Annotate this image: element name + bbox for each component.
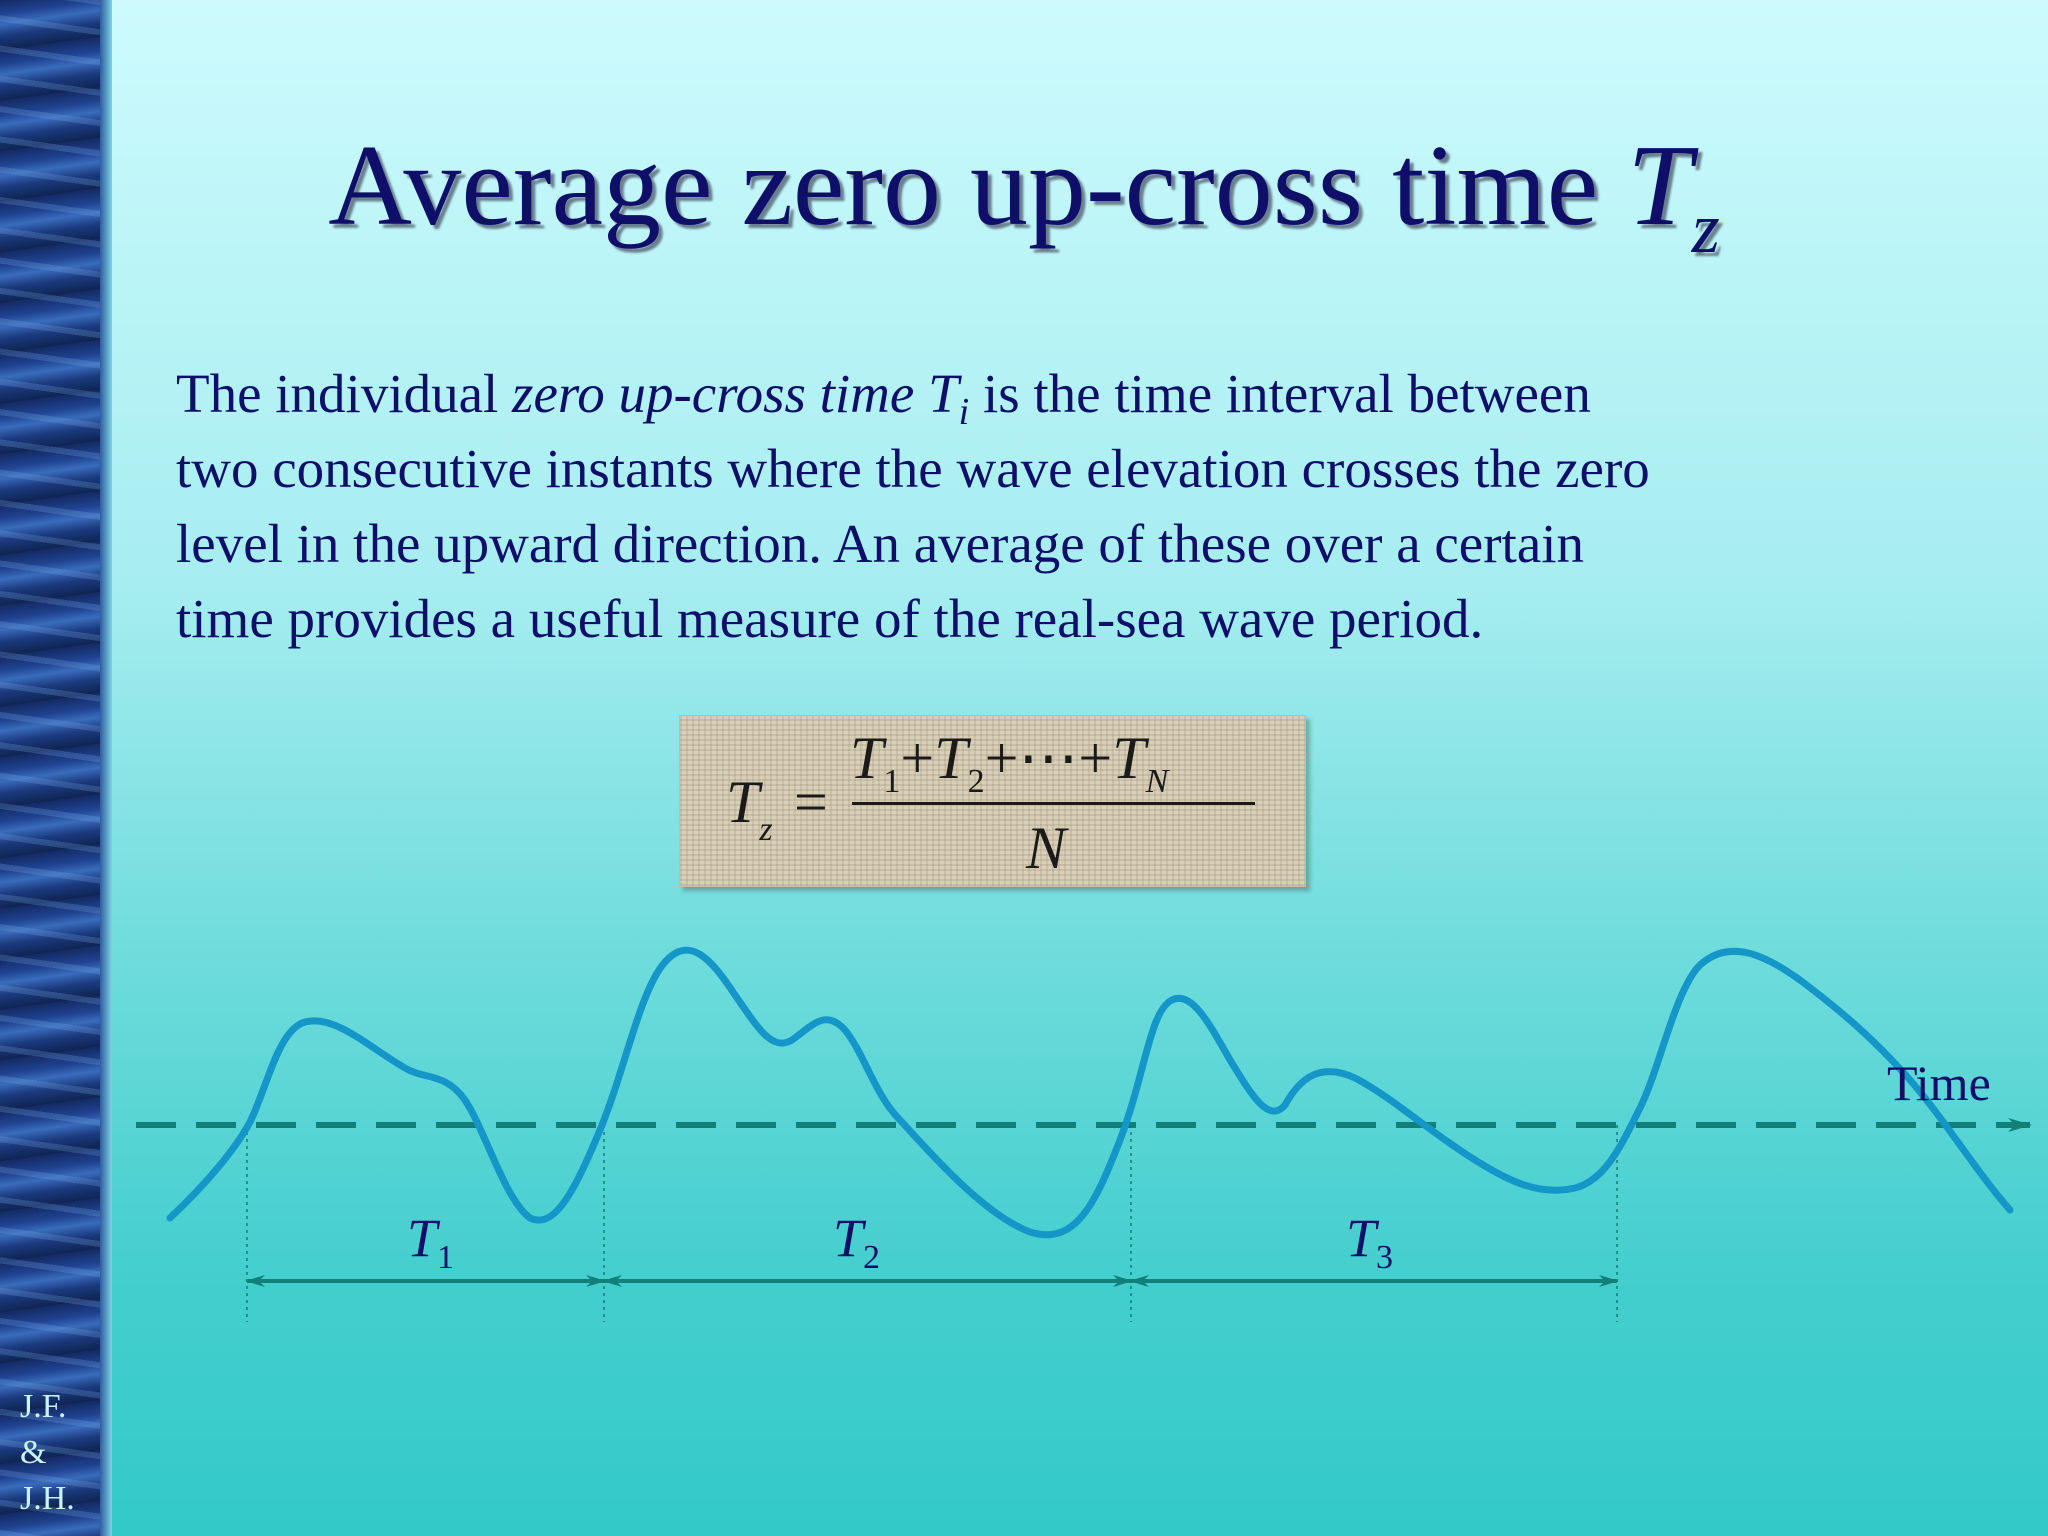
- wave-elevation-curve: [166, 946, 2014, 1239]
- line1-start: The individual: [176, 363, 513, 424]
- num-t2: T: [934, 725, 968, 791]
- formula-lhs-subscript: z: [759, 811, 773, 848]
- line1-italic-term: zero up-cross time T: [512, 363, 959, 424]
- water-texture-strip: [0, 0, 100, 1536]
- interval-label-2: T2: [833, 1208, 880, 1276]
- time-axis-label: Time: [1887, 1055, 1991, 1111]
- num-s1: 1: [883, 763, 901, 800]
- num-plus2: +⋯+: [984, 725, 1113, 791]
- author-credit: J.F. & J.H.: [20, 1384, 90, 1522]
- num-tn: T: [1112, 725, 1146, 791]
- crossing-guides: [246, 1125, 1618, 1322]
- paragraph-line-4: time provides a useful measure of the re…: [176, 588, 1484, 649]
- title-symbol: T: [1627, 122, 1692, 250]
- paragraph-line-1: The individual zero up-cross time Ti is …: [176, 356, 1936, 431]
- credit-line-2: &: [20, 1434, 47, 1471]
- interval-2-symbol: T: [833, 1208, 867, 1268]
- formula-lhs-symbol: T: [726, 769, 760, 835]
- paragraph-line-3: level in the upward direction. An averag…: [176, 513, 1585, 574]
- num-plus1: +: [900, 725, 935, 791]
- num-t1: T: [850, 725, 884, 791]
- formula-equals: =: [794, 769, 828, 835]
- interval-1-sub: 1: [437, 1239, 454, 1276]
- num-sn: N: [1145, 763, 1169, 800]
- interval-1-symbol: T: [407, 1208, 441, 1268]
- line1-subscript: i: [958, 391, 970, 433]
- formula-lhs: Tz: [726, 769, 773, 847]
- credit-line-1: J.F.: [20, 1388, 67, 1425]
- interval-3-symbol: T: [1346, 1208, 1380, 1268]
- line1-end: is the time interval between: [969, 363, 1591, 424]
- credit-line-3: J.H.: [20, 1480, 75, 1517]
- title-subscript: z: [1691, 188, 1720, 268]
- interval-label-3: T3: [1346, 1208, 1393, 1276]
- definition-paragraph: The individual zero up-cross time Ti is …: [176, 356, 1936, 656]
- fraction-bar: [852, 802, 1255, 805]
- slide-title: Average zero up-cross time Tz: [0, 128, 2048, 264]
- formula-box: Tz = T1+T2+⋯+TN N: [679, 715, 1306, 887]
- interval-2-sub: 2: [863, 1239, 880, 1276]
- interval-3-sub: 3: [1376, 1239, 1393, 1276]
- num-s2: 2: [967, 763, 985, 800]
- interval-label-1: T1: [407, 1208, 454, 1276]
- paragraph-line-2: two consecutive instants where the wave …: [176, 438, 1650, 499]
- formula-numerator: T1+T2+⋯+TN: [850, 725, 1168, 799]
- formula-denominator: N: [1026, 815, 1067, 881]
- strip-edge: [100, 0, 112, 1536]
- title-text: Average zero up-cross time: [328, 122, 1628, 250]
